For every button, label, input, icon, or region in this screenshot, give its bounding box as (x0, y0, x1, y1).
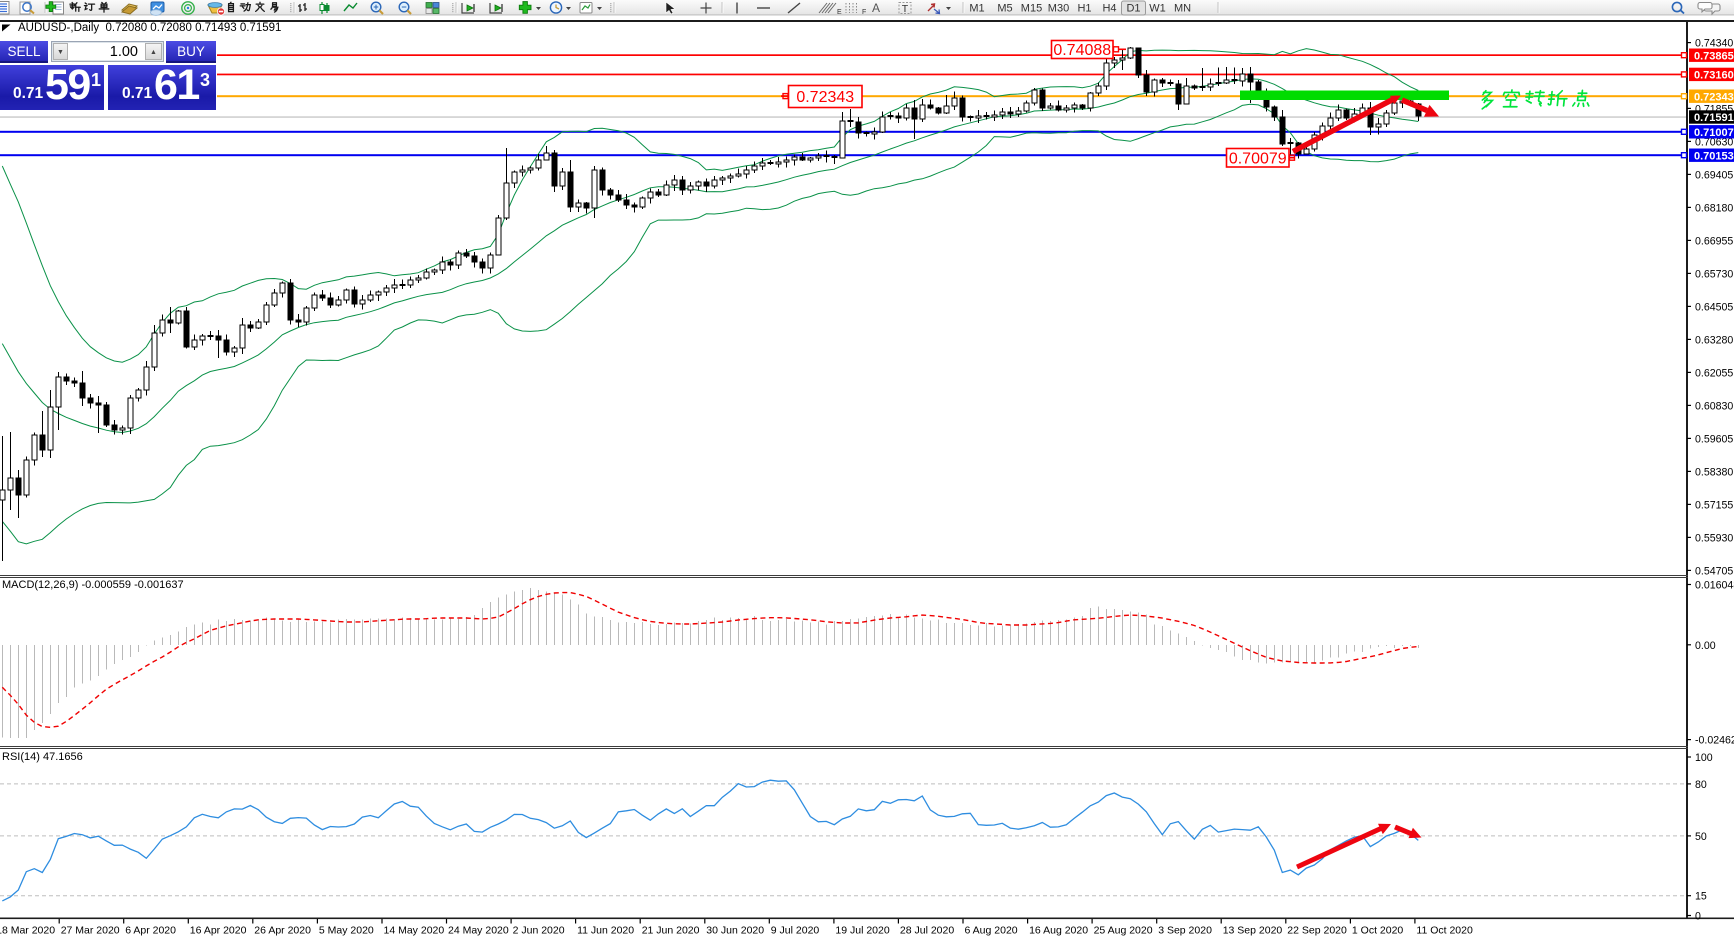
svg-text:16 Aug 2020: 16 Aug 2020 (1029, 925, 1088, 937)
svg-text:0.69405: 0.69405 (1695, 169, 1733, 181)
svg-text:M1: M1 (969, 3, 984, 15)
svg-text:+: + (373, 2, 378, 12)
svg-text:80: 80 (1695, 779, 1707, 791)
svg-text:2 Jun 2020: 2 Jun 2020 (513, 925, 565, 937)
svg-text:E: E (837, 9, 842, 16)
svg-text:0.58380: 0.58380 (1695, 466, 1733, 478)
svg-text:9 Jul 2020: 9 Jul 2020 (771, 925, 820, 937)
svg-text:0.72343: 0.72343 (1694, 91, 1734, 103)
svg-text:H4: H4 (1102, 3, 1116, 15)
svg-text:21 Jun 2020: 21 Jun 2020 (642, 925, 700, 937)
svg-text:−: − (401, 2, 406, 12)
svg-text:5 May 2020: 5 May 2020 (319, 925, 374, 937)
svg-text:0.74088: 0.74088 (1053, 42, 1111, 59)
svg-text:13 Sep 2020: 13 Sep 2020 (1223, 925, 1283, 937)
svg-text:0.55930: 0.55930 (1695, 532, 1733, 544)
svg-text:6 Aug 2020: 6 Aug 2020 (965, 925, 1018, 937)
svg-text:D1: D1 (1126, 3, 1140, 15)
svg-text:M5: M5 (997, 3, 1012, 15)
svg-text:0.71007: 0.71007 (1694, 127, 1734, 139)
svg-text:0.72343: 0.72343 (796, 89, 854, 106)
svg-text:M15: M15 (1021, 3, 1042, 15)
svg-text:0.74340: 0.74340 (1695, 38, 1733, 50)
svg-text:0.60830: 0.60830 (1695, 400, 1733, 412)
svg-text:T: T (902, 3, 909, 15)
svg-text:28 Jul 2020: 28 Jul 2020 (900, 925, 954, 937)
svg-text:0.70079: 0.70079 (1229, 150, 1287, 167)
svg-text:0.70153: 0.70153 (1694, 150, 1734, 162)
svg-text:100: 100 (1695, 752, 1713, 764)
svg-text:0.59605: 0.59605 (1695, 433, 1733, 445)
svg-text:25 Aug 2020: 25 Aug 2020 (1094, 925, 1153, 937)
svg-text:0.68180: 0.68180 (1695, 202, 1733, 214)
svg-text:22 Sep 2020: 22 Sep 2020 (1287, 925, 1347, 937)
svg-text:MACD(12,26,9) -0.000559 -0.001: MACD(12,26,9) -0.000559 -0.001637 (2, 579, 184, 591)
svg-text:0.65730: 0.65730 (1695, 268, 1733, 280)
svg-text:26 Apr 2020: 26 Apr 2020 (254, 925, 311, 937)
svg-text:1 Oct 2020: 1 Oct 2020 (1352, 925, 1404, 937)
svg-text:0: 0 (1695, 911, 1701, 923)
svg-text:0.54705: 0.54705 (1695, 565, 1733, 577)
svg-text:11 Oct 2020: 11 Oct 2020 (1416, 925, 1473, 937)
svg-text:16 Apr 2020: 16 Apr 2020 (190, 925, 247, 937)
svg-text:A: A (872, 1, 880, 15)
svg-text:18 Mar 2020: 18 Mar 2020 (0, 925, 55, 937)
svg-text:0.66955: 0.66955 (1695, 235, 1733, 247)
svg-text:0.71591: 0.71591 (1694, 112, 1734, 124)
svg-text:0.00: 0.00 (1695, 640, 1716, 652)
svg-text:M30: M30 (1048, 3, 1069, 15)
svg-text:11 Jun 2020: 11 Jun 2020 (577, 925, 634, 937)
svg-text:27 Mar 2020: 27 Mar 2020 (61, 925, 120, 937)
svg-text:6 Apr 2020: 6 Apr 2020 (125, 925, 176, 937)
svg-text:19 Jul 2020: 19 Jul 2020 (835, 925, 889, 937)
svg-text:0.73160: 0.73160 (1694, 70, 1734, 82)
svg-text:14 May 2020: 14 May 2020 (384, 925, 445, 937)
svg-text:0.64505: 0.64505 (1695, 301, 1733, 313)
svg-text:3 Sep 2020: 3 Sep 2020 (1158, 925, 1212, 937)
svg-text:0.73865: 0.73865 (1694, 50, 1734, 62)
svg-text:30 Jun 2020: 30 Jun 2020 (706, 925, 764, 937)
svg-text:H1: H1 (1077, 3, 1091, 15)
svg-text:F: F (862, 9, 866, 16)
svg-text:0.62055: 0.62055 (1695, 367, 1733, 379)
svg-text:0.016048: 0.016048 (1695, 580, 1734, 592)
svg-text:-0.024625: -0.024625 (1695, 735, 1734, 747)
svg-text:24 May 2020: 24 May 2020 (448, 925, 509, 937)
svg-text:0.63280: 0.63280 (1695, 334, 1733, 346)
svg-text:RSI(14) 47.1656: RSI(14) 47.1656 (2, 751, 83, 763)
svg-text:50: 50 (1695, 831, 1707, 843)
svg-text:MN: MN (1174, 3, 1191, 15)
svg-text:AUDUSD-,Daily 0.72080 0.72080: AUDUSD-,Daily 0.72080 0.72080 0.71493 0.… (18, 22, 281, 34)
svg-text:0.57155: 0.57155 (1695, 499, 1733, 511)
svg-text:W1: W1 (1149, 3, 1166, 15)
svg-text:15: 15 (1695, 891, 1707, 903)
svg-text:0.70630: 0.70630 (1695, 136, 1733, 148)
